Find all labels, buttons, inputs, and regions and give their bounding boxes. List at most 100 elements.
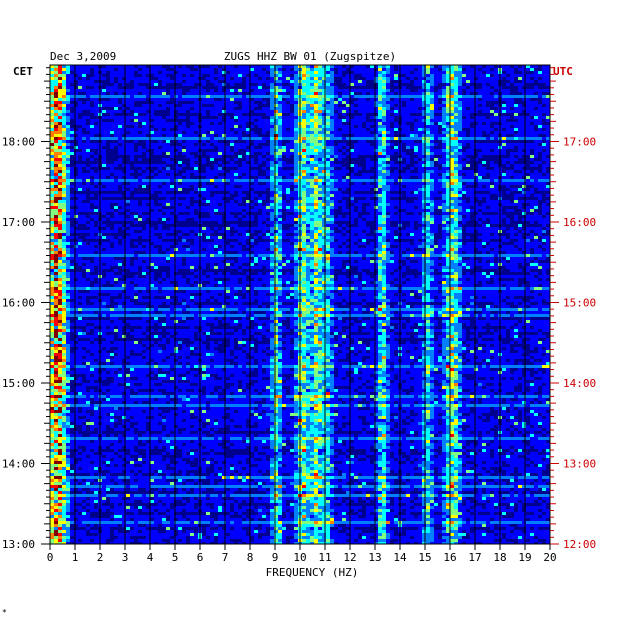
heat-cell [458, 74, 462, 77]
heat-cell [490, 170, 494, 173]
heat-cell [302, 179, 306, 182]
heat-cell [390, 143, 394, 146]
heat-cell [190, 116, 194, 119]
heat-cell [206, 95, 210, 98]
heat-cell [130, 119, 134, 122]
heat-cell [222, 158, 226, 161]
heat-cell [142, 98, 146, 101]
heat-cell [166, 143, 170, 146]
heat-cell [382, 104, 386, 107]
heat-cell [350, 164, 354, 167]
heat-cell [110, 176, 114, 179]
heat-cell [106, 134, 110, 137]
heat-cell [430, 179, 434, 182]
heat-cell [510, 119, 514, 122]
heat-cell [270, 170, 274, 173]
heat-cell [170, 86, 174, 89]
heat-cell [482, 170, 486, 173]
heat-cell [490, 95, 494, 98]
heat-cell [438, 149, 442, 152]
heat-cell [450, 89, 454, 92]
heat-cell [330, 176, 334, 179]
heat-cell [194, 143, 198, 146]
heat-cell [102, 122, 106, 125]
heat-cell [158, 134, 162, 137]
heat-cell [238, 125, 242, 128]
heat-cell [542, 83, 546, 86]
heat-cell [234, 92, 238, 95]
heat-cell [214, 65, 218, 68]
heat-cell [246, 158, 250, 161]
heat-cell [378, 122, 382, 125]
heat-cell [442, 182, 446, 185]
heat-cell [106, 137, 110, 140]
heat-cell [418, 98, 422, 101]
heat-cell [226, 98, 230, 101]
heat-cell [190, 86, 194, 89]
heat-cell [54, 113, 58, 116]
heat-cell [538, 170, 542, 173]
heat-cell [54, 125, 58, 128]
heat-cell [126, 176, 130, 179]
heat-cell [70, 152, 74, 155]
heat-cell [530, 122, 534, 125]
heat-cell [102, 74, 106, 77]
heat-cell [166, 122, 170, 125]
heat-cell [354, 155, 358, 158]
heat-cell [106, 95, 110, 98]
heat-cell [58, 167, 62, 170]
heat-cell [350, 176, 354, 179]
heat-cell [478, 122, 482, 125]
heat-cell [510, 77, 514, 80]
heat-cell [350, 113, 354, 116]
heat-cell [406, 161, 410, 164]
heat-cell [370, 65, 374, 68]
heat-cell [254, 152, 258, 155]
heat-cell [378, 101, 382, 104]
heat-cell [490, 104, 494, 107]
heat-cell [366, 137, 370, 140]
heat-cell [514, 128, 518, 131]
heat-cell [170, 164, 174, 167]
heat-cell [330, 179, 334, 182]
heat-cell [54, 92, 58, 95]
heat-cell [546, 71, 550, 74]
heat-cell [318, 68, 322, 71]
heat-cell [386, 89, 390, 92]
heat-cell [66, 98, 70, 101]
heat-cell [542, 137, 546, 140]
heat-cell [470, 113, 474, 116]
heat-cell [438, 74, 442, 77]
heat-cell [186, 95, 190, 98]
heat-cell [462, 98, 466, 101]
heat-cell [226, 110, 230, 113]
heat-cell [326, 71, 330, 74]
heat-cell [482, 89, 486, 92]
heat-cell [506, 155, 510, 158]
heat-cell [394, 71, 398, 74]
heat-cell [250, 134, 254, 137]
heat-cell [110, 161, 114, 164]
heat-cell [134, 158, 138, 161]
heat-cell [538, 140, 542, 143]
heat-cell [86, 107, 90, 110]
heat-cell [130, 137, 134, 140]
heat-cell [410, 80, 414, 83]
heat-cell [338, 119, 342, 122]
heat-cell [62, 80, 66, 83]
heat-cell [282, 101, 286, 104]
heat-cell [450, 155, 454, 158]
heat-cell [422, 65, 426, 68]
heat-cell [518, 173, 522, 176]
heat-cell [310, 158, 314, 161]
heat-cell [438, 77, 442, 80]
heat-cell [214, 149, 218, 152]
heat-cell [238, 65, 242, 68]
heat-cell [530, 74, 534, 77]
heat-cell [386, 116, 390, 119]
heat-cell [418, 152, 422, 155]
heat-cell [434, 68, 438, 71]
heat-cell [218, 134, 222, 137]
heat-cell [210, 140, 214, 143]
heat-cell [454, 164, 458, 167]
